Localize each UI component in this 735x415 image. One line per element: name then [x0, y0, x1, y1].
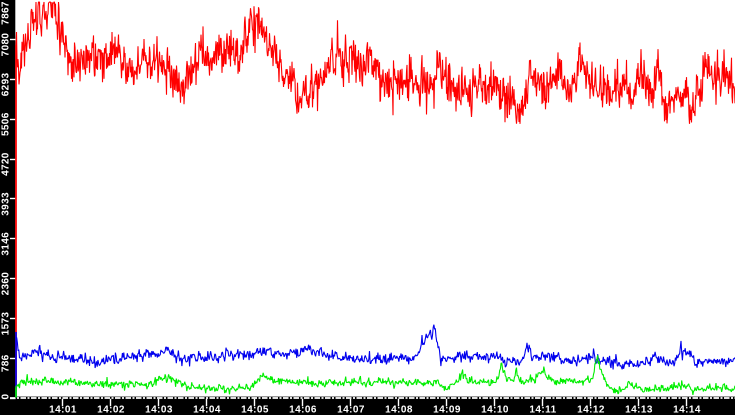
svg-text:3933: 3933	[1, 192, 12, 216]
svg-text:14:04: 14:04	[193, 405, 221, 415]
svg-text:14:01: 14:01	[49, 405, 77, 415]
svg-text:14:11: 14:11	[529, 405, 556, 415]
svg-text:6293: 6293	[1, 72, 12, 96]
svg-text:14:05: 14:05	[241, 405, 269, 415]
svg-text:14:06: 14:06	[289, 405, 317, 415]
svg-text:786: 786	[1, 354, 12, 372]
svg-text:14:13: 14:13	[625, 405, 653, 415]
svg-text:7080: 7080	[1, 33, 12, 57]
svg-text:14:12: 14:12	[577, 405, 605, 415]
svg-text:1573: 1573	[1, 312, 12, 336]
svg-text:14:03: 14:03	[145, 405, 173, 415]
svg-text:2360: 2360	[1, 272, 12, 296]
svg-text:14:07: 14:07	[337, 405, 365, 415]
svg-text:14:02: 14:02	[97, 405, 125, 415]
svg-text:14:10: 14:10	[481, 405, 509, 415]
svg-text:7867: 7867	[1, 1, 12, 25]
svg-text:3146: 3146	[1, 232, 12, 256]
svg-text:4720: 4720	[1, 152, 12, 176]
svg-text:14:14: 14:14	[673, 405, 701, 415]
svg-text:14:09: 14:09	[433, 405, 461, 415]
svg-text:14:08: 14:08	[385, 405, 413, 415]
svg-text:5506: 5506	[1, 112, 12, 136]
svg-text:0: 0	[1, 393, 12, 399]
